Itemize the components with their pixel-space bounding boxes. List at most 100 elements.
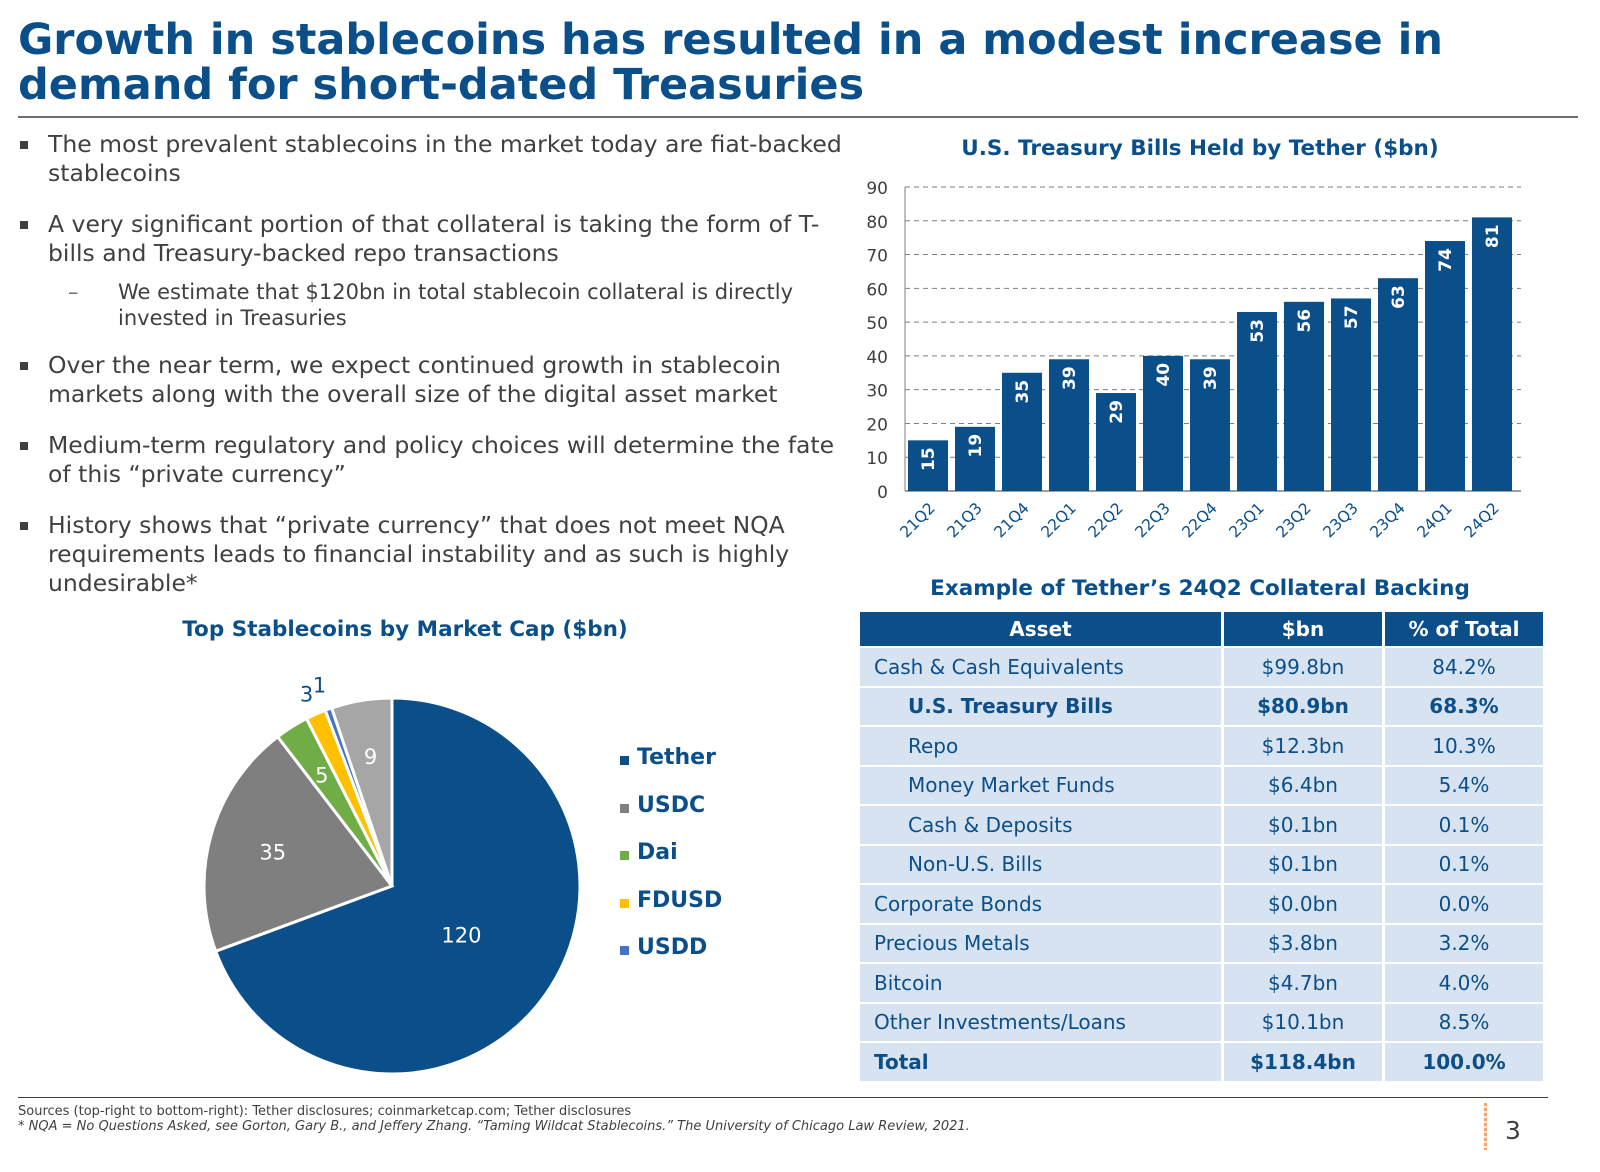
y-tick-label: 60 (866, 280, 888, 300)
pct-cell: 3.2% (1382, 922, 1543, 962)
bullet-text: History shows that “private currency” th… (48, 511, 790, 597)
table-row: U.S. Treasury Bills $80.9bn 68.3% (860, 685, 1543, 725)
pie-data-label: 35 (259, 841, 286, 865)
pct-cell: 4.0% (1382, 962, 1543, 1002)
tbill-bar-chart: 0 10 20 30 40 50 60 70 80 90 15 21Q2 19 21Q3 35 21Q4 39 2… (866, 179, 1521, 541)
bn-cell: $99.8bn (1221, 646, 1382, 686)
table-title: Example of Tether’s 24Q2 Collateral Back… (930, 576, 1470, 601)
y-tick-label: 70 (866, 247, 888, 267)
bar-data-label: 19 (966, 434, 986, 458)
pie-data-label: 3 (300, 683, 313, 707)
legend-label: FDUSD (637, 887, 723, 913)
header-pct: % of Total (1382, 612, 1543, 646)
pct-cell: 0.1% (1382, 804, 1543, 844)
bar-data-label: 81 (1483, 224, 1503, 248)
bn-cell: $12.3bn (1221, 725, 1382, 765)
bn-cell: $0.1bn (1221, 843, 1382, 883)
bar (1331, 298, 1371, 491)
bullet-item: Medium-term regulatory and policy choice… (20, 431, 850, 489)
asset-cell: Repo (860, 725, 1221, 765)
collateral-table: Asset $bn % of Total Cash & Cash Equival… (860, 612, 1543, 1081)
pie-data-label: 9 (364, 745, 377, 769)
pct-cell: 84.2% (1382, 646, 1543, 686)
sources-footnote: Sources (top-right to bottom-right): Tet… (18, 1104, 632, 1119)
asset-cell: Non-U.S. Bills (860, 843, 1221, 883)
bullet-item: The most prevalent stablecoins in the ma… (20, 130, 850, 188)
bar (955, 426, 995, 491)
bar-data-label: 40 (1154, 363, 1174, 387)
y-tick-label: 0 (877, 483, 888, 503)
bar (1049, 359, 1089, 491)
legend-swatch (620, 756, 629, 765)
y-tick-label: 80 (866, 213, 888, 233)
y-tick-label: 90 (866, 179, 888, 199)
x-tick-label: 24Q2 (1461, 499, 1503, 541)
bullet-square-icon (20, 221, 28, 229)
y-tick-label: 10 (866, 449, 888, 469)
pie-slice (213, 696, 582, 1076)
x-tick-label: 23Q4 (1367, 499, 1409, 541)
bar-data-label: 57 (1342, 305, 1362, 329)
table-row: Cash & Cash Equivalents $99.8bn 84.2% (860, 646, 1543, 686)
bar-data-label: 35 (1013, 380, 1033, 404)
bullet-item: Over the near term, we expect continued … (20, 351, 850, 409)
pct-cell: 0.1% (1382, 843, 1543, 883)
legend-label: USDD (637, 935, 708, 960)
bar (1190, 359, 1230, 491)
pie-chart-title: Top Stablecoins by Market Cap ($bn) (182, 617, 628, 642)
table-row: Cash & Deposits $0.1bn 0.1% (860, 804, 1543, 844)
table-row: Non-U.S. Bills $0.1bn 0.1% (860, 843, 1543, 883)
footer-divider (18, 1097, 1548, 1098)
pie-data-label: 1 (313, 673, 326, 697)
x-tick-label: 22Q3 (1132, 499, 1174, 541)
bar (1378, 278, 1418, 491)
x-tick-label: 23Q1 (1226, 499, 1268, 541)
nqa-footnote: * NQA = No Questions Asked, see Gorton, … (18, 1119, 970, 1134)
asset-cell: Other Investments/Loans (860, 1001, 1221, 1041)
bar-data-label: 15 (919, 447, 939, 471)
bullet-square-icon (20, 362, 28, 370)
bn-cell: $10.1bn (1221, 1001, 1382, 1041)
bullet-text: Medium-term regulatory and policy choice… (48, 431, 835, 488)
bar (1284, 301, 1324, 491)
y-tick-label: 50 (866, 314, 888, 334)
bn-cell: $4.7bn (1221, 962, 1382, 1002)
table-row: Money Market Funds $6.4bn 5.4% (860, 764, 1543, 804)
page-accent-bar (1484, 1103, 1487, 1150)
bar (1096, 393, 1136, 491)
asset-cell: Cash & Deposits (860, 804, 1221, 844)
bar-data-label: 39 (1201, 366, 1221, 390)
bar (908, 440, 948, 491)
table-row: Other Investments/Loans $10.1bn 8.5% (860, 1001, 1543, 1041)
bn-cell: $6.4bn (1221, 764, 1382, 804)
x-tick-label: 21Q4 (991, 499, 1033, 541)
bullet-square-icon (20, 442, 28, 450)
pct-cell: 10.3% (1382, 725, 1543, 765)
table-row: Repo $12.3bn 10.3% (860, 725, 1543, 765)
table-row: Corporate Bonds $0.0bn 0.0% (860, 883, 1543, 923)
legend-swatch (620, 851, 629, 860)
sub-bullet-item: – We estimate that $120bn in total stabl… (68, 279, 848, 331)
bar-data-label: 63 (1389, 285, 1409, 309)
legend-swatch (620, 946, 629, 955)
table-row: Precious Metals $3.8bn 3.2% (860, 922, 1543, 962)
bn-cell: $118.4bn (1221, 1041, 1382, 1081)
asset-cell: U.S. Treasury Bills (860, 685, 1221, 725)
legend-swatch (620, 898, 629, 908)
bar-data-label: 29 (1107, 400, 1127, 424)
bullet-item: A very significant portion of that colla… (20, 210, 850, 268)
bar (1002, 372, 1042, 491)
pct-cell: 100.0% (1382, 1041, 1543, 1081)
bullet-text: Over the near term, we expect continued … (48, 351, 781, 408)
table-row: Bitcoin $4.7bn 4.0% (860, 962, 1543, 1002)
bar (1143, 355, 1183, 491)
pie-data-label: 5 (315, 764, 328, 788)
bar (1425, 241, 1465, 491)
pie-data-label: 120 (441, 923, 481, 947)
pie-slice (202, 734, 395, 954)
asset-cell: Corporate Bonds (860, 883, 1221, 923)
bar-data-label: 74 (1436, 248, 1456, 272)
page-number: 3 (1505, 1116, 1521, 1145)
x-tick-label: 22Q4 (1179, 499, 1221, 541)
table-total-row: Total $118.4bn 100.0% (860, 1041, 1543, 1081)
